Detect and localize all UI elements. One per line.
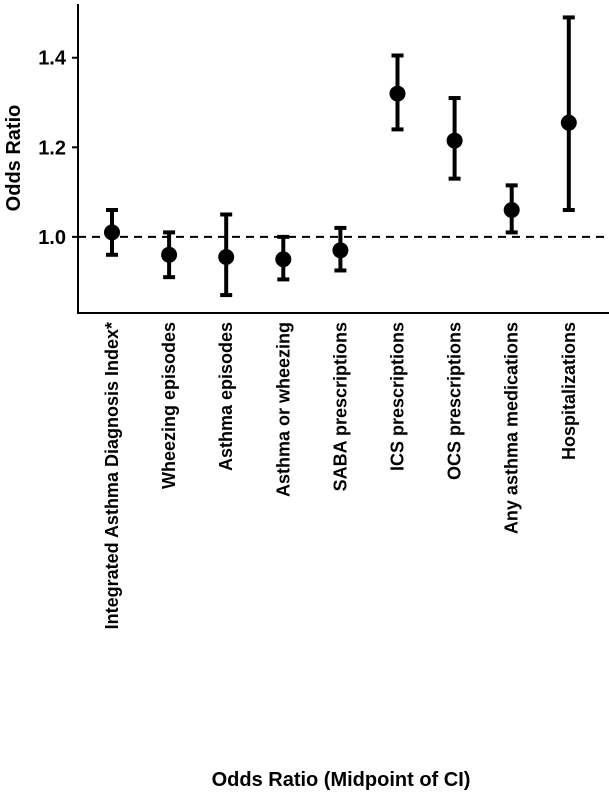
x-tick-label: Any asthma medications <box>502 322 522 534</box>
y-tick-label: 1.4 <box>38 48 67 70</box>
x-tick-label: OCS prescriptions <box>445 322 465 480</box>
x-tick-labels: Integrated Asthma Diagnosis Index* Wheezi… <box>102 322 579 629</box>
data-point <box>161 246 178 263</box>
data-point <box>332 242 349 259</box>
x-tick-label: Wheezing episodes <box>159 322 179 489</box>
x-tick-label: Integrated Asthma Diagnosis Index* <box>102 322 122 629</box>
x-tick-label: Asthma or wheezing <box>273 322 293 497</box>
data-point <box>104 224 120 241</box>
x-axis-title: Odds Ratio (Midpoint of CI) <box>212 769 471 791</box>
x-tick-label: SABA prescriptions <box>330 322 350 491</box>
data-point <box>275 251 292 268</box>
data-point <box>389 85 406 102</box>
y-tick-label: 1.2 <box>38 137 66 159</box>
y-axis-title: Odds Ratio <box>3 105 25 212</box>
data-point <box>446 132 463 149</box>
x-tick-label: Hospitalizations <box>559 322 579 460</box>
data-point <box>560 114 577 131</box>
data-point <box>218 249 235 266</box>
x-tick-label: Asthma episodes <box>216 322 236 471</box>
y-ticks: 1.0 1.2 1.4 <box>38 48 78 249</box>
data-marks <box>104 15 577 298</box>
data-point <box>503 202 520 218</box>
y-tick-label: 1.0 <box>38 227 66 249</box>
x-tick-label: ICS prescriptions <box>388 322 408 471</box>
